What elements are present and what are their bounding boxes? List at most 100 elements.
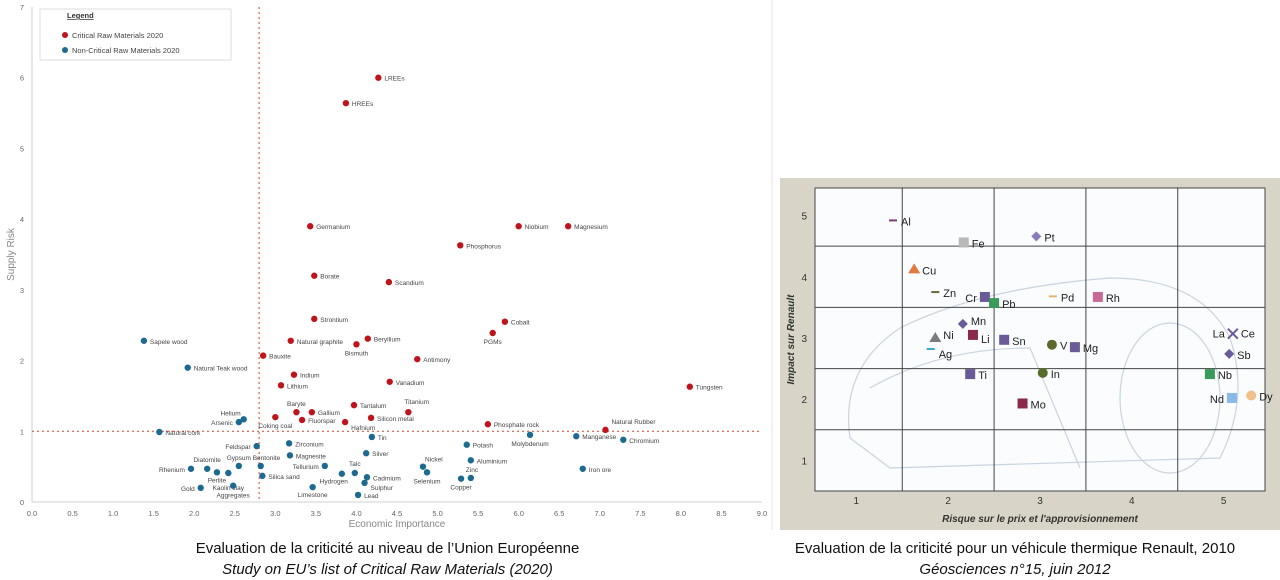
x-tick-label: 8.0 [676, 509, 686, 518]
data-point-germanium: Germanium [307, 223, 350, 231]
point-label: Pb [1002, 299, 1015, 311]
point-label: Sapele wood [150, 339, 188, 346]
point-label: Vanadium [396, 380, 425, 387]
data-point-scandium: Scandium [385, 278, 424, 287]
x-tick-label: 0.0 [27, 509, 37, 518]
point-label: Tin [378, 435, 387, 442]
data-point-iron-ore: Iron ore [579, 465, 612, 474]
legend-title: Legend [67, 11, 94, 20]
y-tick-label: 0 [20, 498, 24, 507]
data-point-manganese: Manganese [573, 433, 617, 441]
data-point-zinc: Zinc [466, 467, 479, 482]
data-point-natural-rubber: Natural Rubber [602, 419, 656, 434]
point-label: Gold [181, 486, 195, 493]
data-point-magnesite: Magnesite [286, 452, 326, 460]
data-point-nickel: Nickel [419, 457, 443, 470]
legend-marker-critical [62, 32, 68, 38]
non-critical-marker [457, 475, 465, 482]
data-point-arsenic: Arsenic [211, 418, 243, 427]
data-point-gold: Gold [181, 484, 204, 493]
critical-marker [414, 355, 421, 363]
data-point-mg: Mg [1069, 342, 1098, 355]
critical-marker [277, 382, 285, 389]
point-label: PGMs [484, 339, 503, 346]
critical-marker [353, 341, 360, 348]
data-point-natural-teak-wood: Natural Teak wood [184, 364, 248, 373]
point-label: Natural Teak wood [194, 366, 248, 373]
x-tick-label: 1.0 [108, 509, 118, 518]
data-point-phosphorus: Phosphorus [457, 242, 502, 250]
square-marker [1226, 392, 1237, 403]
data-point-pgms: PGMs [484, 329, 503, 346]
data-point-tellurium: Tellurium [293, 462, 329, 471]
data-point-perlite: Perlite [208, 469, 227, 484]
non-critical-marker [253, 442, 260, 450]
y-tick-label: 6 [20, 74, 24, 83]
non-critical-marker [309, 483, 316, 491]
point-label: Silicon metal [377, 416, 414, 423]
critical-marker [350, 401, 358, 409]
non-critical-marker [213, 469, 221, 476]
non-critical-marker [579, 465, 586, 472]
non-critical-marker [259, 472, 266, 480]
caption-right: Evaluation de la criticité pour un véhic… [760, 538, 1270, 580]
point-label: Borate [320, 274, 340, 281]
critical-marker [515, 223, 522, 230]
non-critical-marker [368, 433, 376, 441]
point-label: Zn [943, 288, 956, 300]
data-point-chromium: Chromium [620, 436, 659, 445]
x-tick-label: 4.5 [392, 509, 402, 518]
point-label: Natural cork [165, 430, 201, 437]
data-point-cr: Cr [965, 291, 990, 305]
point-label: Niobium [525, 224, 549, 231]
data-point-silver: Silver [362, 450, 389, 458]
point-label: Dy [1259, 392, 1273, 404]
non-critical-marker [361, 479, 368, 487]
square-marker [999, 334, 1010, 345]
data-point-lead: Lead [354, 491, 379, 500]
non-critical-marker [187, 465, 195, 472]
non-critical-marker [286, 452, 294, 459]
square-marker [965, 369, 976, 380]
data-point-la: La Ce [1213, 327, 1255, 341]
point-label: Germanium [316, 224, 350, 231]
data-point-natural-graphite: Natural graphite [287, 337, 343, 346]
non-critical-marker [197, 484, 204, 492]
legend-label: Critical Raw Materials 2020 [72, 31, 163, 40]
data-point-ag: Ag [926, 347, 952, 361]
point-label: Cr [965, 293, 977, 305]
data-point-gallium: Gallium [308, 408, 340, 417]
data-point-phosphate-rock: Phosphate rock [484, 421, 540, 429]
data-point-molybdenum: Molybdenum [511, 431, 549, 448]
non-critical-marker [235, 462, 243, 470]
data-point-rh: Rh [1092, 291, 1120, 305]
data-point-pb: Pb [989, 298, 1016, 311]
x-tick-label: 9.0 [757, 509, 767, 518]
legend-box [39, 8, 232, 61]
x-tick-label: 2.5 [230, 509, 240, 518]
square-marker [1069, 342, 1080, 353]
data-point-pt: Pt [1031, 231, 1055, 244]
point-label: Nickel [425, 457, 443, 464]
point-label: Phosphate rock [494, 422, 540, 429]
non-critical-marker [235, 418, 243, 426]
non-critical-marker [257, 462, 264, 470]
point-label: Aggregates [217, 493, 251, 500]
x-axis-title: Risque sur le prix et l'approvisionnemen… [942, 514, 1138, 525]
x-tick-label: 4.0 [351, 509, 361, 518]
non-critical-marker [321, 462, 329, 470]
point-label: Bauxite [269, 354, 291, 361]
data-point-v: V [1046, 339, 1068, 353]
point-label: Tantalum [360, 403, 386, 410]
data-point-lrees: LREEs [375, 74, 405, 83]
point-label: Lead [364, 493, 379, 500]
point-label: Antimony [423, 357, 451, 364]
circle-marker [1037, 367, 1048, 378]
car-watermark-icon [848, 277, 1239, 474]
data-point-helium: Helium [220, 410, 247, 423]
point-label: Fluorspar [308, 418, 336, 425]
eu-criticality-chart: 0.0 0.5 1.0 1.5 2.0 2.5 3.0 3.5 4.0 4.5 5.0 5.5 6.0 6… [6, 0, 773, 530]
critical-marker [385, 278, 393, 286]
point-label: Silica sand [268, 474, 300, 481]
x-tick-label: 3 [1037, 496, 1043, 507]
